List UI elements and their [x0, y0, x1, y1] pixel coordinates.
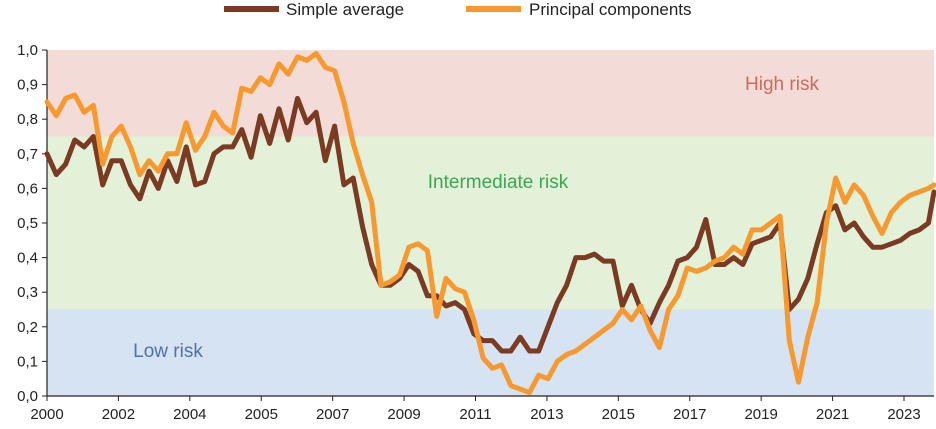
zone-label-low-risk: Low risk — [133, 341, 203, 362]
x-tick-label: 2017 — [673, 406, 706, 423]
x-tick-label: 2015 — [602, 406, 635, 423]
x-tick-label: 2021 — [816, 406, 849, 423]
x-tick-label: 2009 — [387, 406, 420, 423]
series-lines — [44, 51, 936, 395]
x-tick-label: 2019 — [744, 406, 777, 423]
x-tick-label: 2007 — [316, 406, 349, 423]
risk-zones — [47, 50, 934, 396]
legend-label-principal-components: Principal components — [529, 0, 692, 19]
y-tick-label: 0,4 — [17, 250, 38, 267]
x-tick-label: 2023 — [887, 406, 920, 423]
series-line-principal-components — [44, 51, 936, 395]
zone-label-high-risk: High risk — [745, 74, 819, 95]
y-tick-label: 0,9 — [17, 77, 38, 94]
legend: Simple average Principal components — [224, 0, 692, 19]
y-tick-label: 0,5 — [17, 215, 38, 232]
x-tick-label: 2000 — [30, 406, 63, 423]
y-tick-label: 0,3 — [17, 284, 38, 301]
y-tick-label: 0,0 — [17, 388, 38, 405]
y-tick-label: 0,2 — [17, 319, 38, 336]
axes: 0,0 0,1 0,2 0,3 0,4 0,5 0,6 0,7 0,8 0,9 1,0 2000 200… — [17, 42, 934, 423]
x-tick-label: 2002 — [102, 406, 135, 423]
x-tick-label: 2011 — [459, 406, 491, 423]
y-tick-label: 0,7 — [17, 146, 38, 163]
zone-label-intermediate-risk: Intermediate risk — [428, 172, 569, 193]
y-tick-label: 0,8 — [17, 111, 38, 128]
x-tick-label: 2005 — [245, 406, 278, 423]
zone-high-risk — [47, 50, 934, 137]
legend-label-simple-average: Simple average — [286, 0, 404, 19]
y-tick-label: 1,0 — [17, 42, 38, 59]
x-tick-label: 2013 — [530, 406, 563, 423]
y-tick-label: 0,6 — [17, 180, 38, 197]
y-tick-label: 0,1 — [17, 353, 38, 370]
x-tick-label: 2004 — [173, 406, 206, 423]
